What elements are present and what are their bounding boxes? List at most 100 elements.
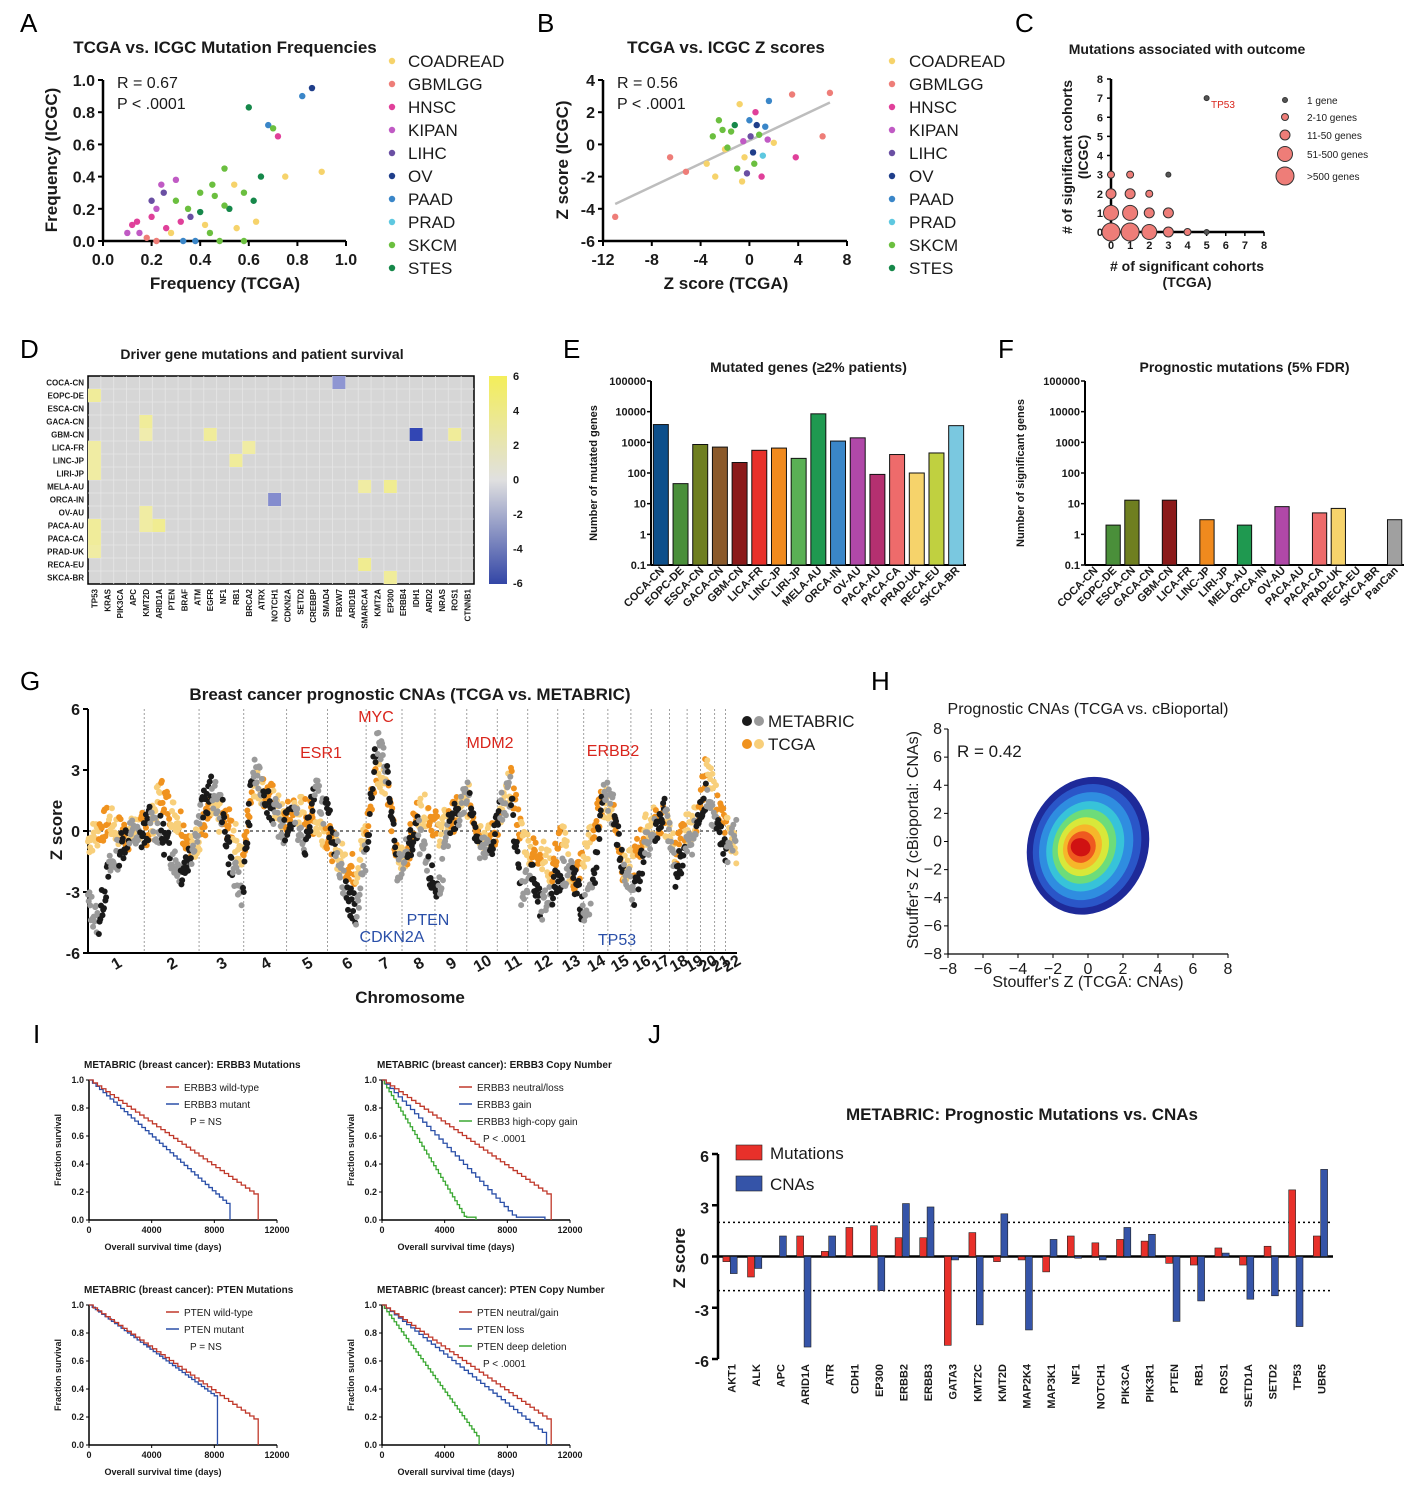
chart-g-tcga-point <box>652 807 659 814</box>
chart-a-point <box>209 181 216 188</box>
chart-i-y-tick: 0.6 <box>71 1356 84 1366</box>
chart-e-bar <box>869 473 886 566</box>
chart-a-point <box>240 189 248 196</box>
chart-g-metabric-point <box>355 897 362 904</box>
chart-j-bar-cnas <box>1099 1256 1107 1261</box>
chart-c-point <box>1203 229 1210 235</box>
chart-g-tcga-point <box>584 843 591 850</box>
chart-j-y-tick: -3 <box>695 1303 709 1320</box>
chart-h-density-contour <box>1070 838 1091 857</box>
chart-g-metabric-point <box>161 851 168 858</box>
chart-g-tcga-point <box>542 858 549 865</box>
chart-d-col-label: NF1 <box>219 588 228 604</box>
chart-g-metabric-point <box>513 838 520 845</box>
chart-d-colorbar-tick: 2 <box>513 440 519 452</box>
chart-i-panel-title: METABRIC (breast cancer): PTEN Mutations <box>84 1285 294 1296</box>
chart-g-metabric-point <box>610 791 617 798</box>
chart-j-x-tick: CDH1 <box>849 1364 861 1394</box>
chart-j-bar-cnas <box>1074 1256 1082 1259</box>
chart-g-metabric-point <box>152 814 159 821</box>
chart-g-tcga-point <box>180 822 187 829</box>
chart-g-metabric-point <box>514 848 521 855</box>
chart-g-tcga-point <box>164 811 171 818</box>
chart-a-point <box>184 205 192 212</box>
chart-i-x-tick: 4000 <box>435 1450 455 1460</box>
chart-g-chrom-label: 13 <box>560 952 584 976</box>
chart-d-cell <box>358 558 372 571</box>
chart-i-y-tick: 0.6 <box>364 1356 377 1366</box>
chart-j-bar-mutations <box>1239 1256 1247 1266</box>
chart-b-legend-marker <box>888 103 896 111</box>
chart-c-y-tick: 6 <box>1097 112 1103 124</box>
chart-j-x-tick: KMT2D <box>997 1364 1009 1402</box>
chart-h-x-tick: 0 <box>1084 961 1093 978</box>
chart-g-metabric-point <box>355 904 362 911</box>
chart-a-point <box>197 208 204 216</box>
chart-g-metabric-point <box>311 792 318 799</box>
chart-a-point <box>206 229 214 237</box>
chart-g-tcga-point <box>246 814 253 821</box>
chart-g-metabric-point <box>107 867 114 874</box>
chart-b-y-tick: 4 <box>586 73 595 90</box>
chart-d-colorbar-tick: -6 <box>513 578 523 590</box>
chart-g-metabric-point <box>563 881 570 888</box>
chart-j-bar-cnas <box>1049 1239 1058 1257</box>
chart-f-y-tick: 100 <box>1062 468 1080 480</box>
chart-i-y-tick: 0.6 <box>364 1131 377 1141</box>
chart-b-point <box>715 117 723 124</box>
chart-j-y-tick: -6 <box>695 1354 709 1371</box>
chart-g-metabric-point <box>223 843 230 850</box>
chart-a-legend-marker <box>388 195 396 203</box>
chart-a-legend-marker <box>388 149 396 157</box>
chart-g-tcga-point <box>287 816 294 823</box>
chart-g-metabric-point <box>462 785 469 792</box>
chart-d-col-label: EP300 <box>386 588 395 613</box>
chart-h-y-tick: 8 <box>933 721 942 738</box>
chart-g-metabric-point <box>534 898 541 905</box>
chart-g-red-label: ERBB2 <box>587 743 640 760</box>
chart-g-metabric-point <box>495 808 502 815</box>
chart-i-x-label: Overall survival time (days) <box>104 1467 221 1477</box>
chart-g-chrom-label: 1 <box>109 954 125 973</box>
chart-e-y-tick: 10000 <box>615 407 646 419</box>
chart-d-cell <box>139 428 153 441</box>
chart-a-point <box>299 92 306 100</box>
chart-g-tcga-point <box>161 806 168 813</box>
chart-g-metabric-point <box>615 830 622 837</box>
chart-a-point <box>187 213 194 221</box>
chart-g-tcga-point <box>714 792 721 799</box>
chart-g-metabric-point <box>646 839 653 846</box>
chart-g-tcga-point <box>518 820 525 827</box>
chart-a-point <box>158 181 165 188</box>
chart-g-tcga-point <box>357 856 364 863</box>
chart-g-metabric-point <box>126 840 133 847</box>
chart-g-metabric-point <box>140 831 147 838</box>
chart-c-y-tick: 0 <box>1097 227 1103 239</box>
chart-a-y-tick: 0.2 <box>73 202 95 219</box>
chart-i-survival-curve <box>382 1304 552 1445</box>
chart-g-metabric-point <box>184 867 191 874</box>
chart-d-row-label: PRAD-UK <box>47 548 84 557</box>
chart-g-metabric-point <box>704 786 711 793</box>
chart-g-metabric-point <box>254 772 261 779</box>
chart-g-chrom-label: 22 <box>720 952 744 976</box>
chart-j-bar-cnas <box>1271 1256 1279 1297</box>
chart-d-row-label: OV-AU <box>59 509 85 518</box>
chart-g-metabric-point <box>659 819 666 826</box>
chart-g-tcga-point <box>342 851 349 858</box>
chart-g-tcga-point <box>354 874 361 881</box>
chart-e-bar <box>849 437 866 566</box>
chart-g-metabric-point <box>499 816 506 823</box>
chart-i-legend-label: ERBB3 high-copy gain <box>477 1117 578 1128</box>
chart-j-bar-mutations <box>894 1237 903 1257</box>
chart-g-tcga-point <box>407 821 414 828</box>
chart-a-x-label: Frequency (TCGA) <box>150 274 300 293</box>
chart-g-metabric-point <box>455 822 462 829</box>
chart-d-col-label: CTNNB1 <box>464 588 473 621</box>
chart-g-tcga-point <box>681 821 688 828</box>
chart-b-legend-marker <box>888 241 896 249</box>
chart-d-col-label: SMARCA4 <box>361 588 370 628</box>
chart-g-metabric-point <box>295 837 302 844</box>
chart-g-metabric-point <box>425 853 432 860</box>
chart-g-metabric-point <box>256 764 263 771</box>
